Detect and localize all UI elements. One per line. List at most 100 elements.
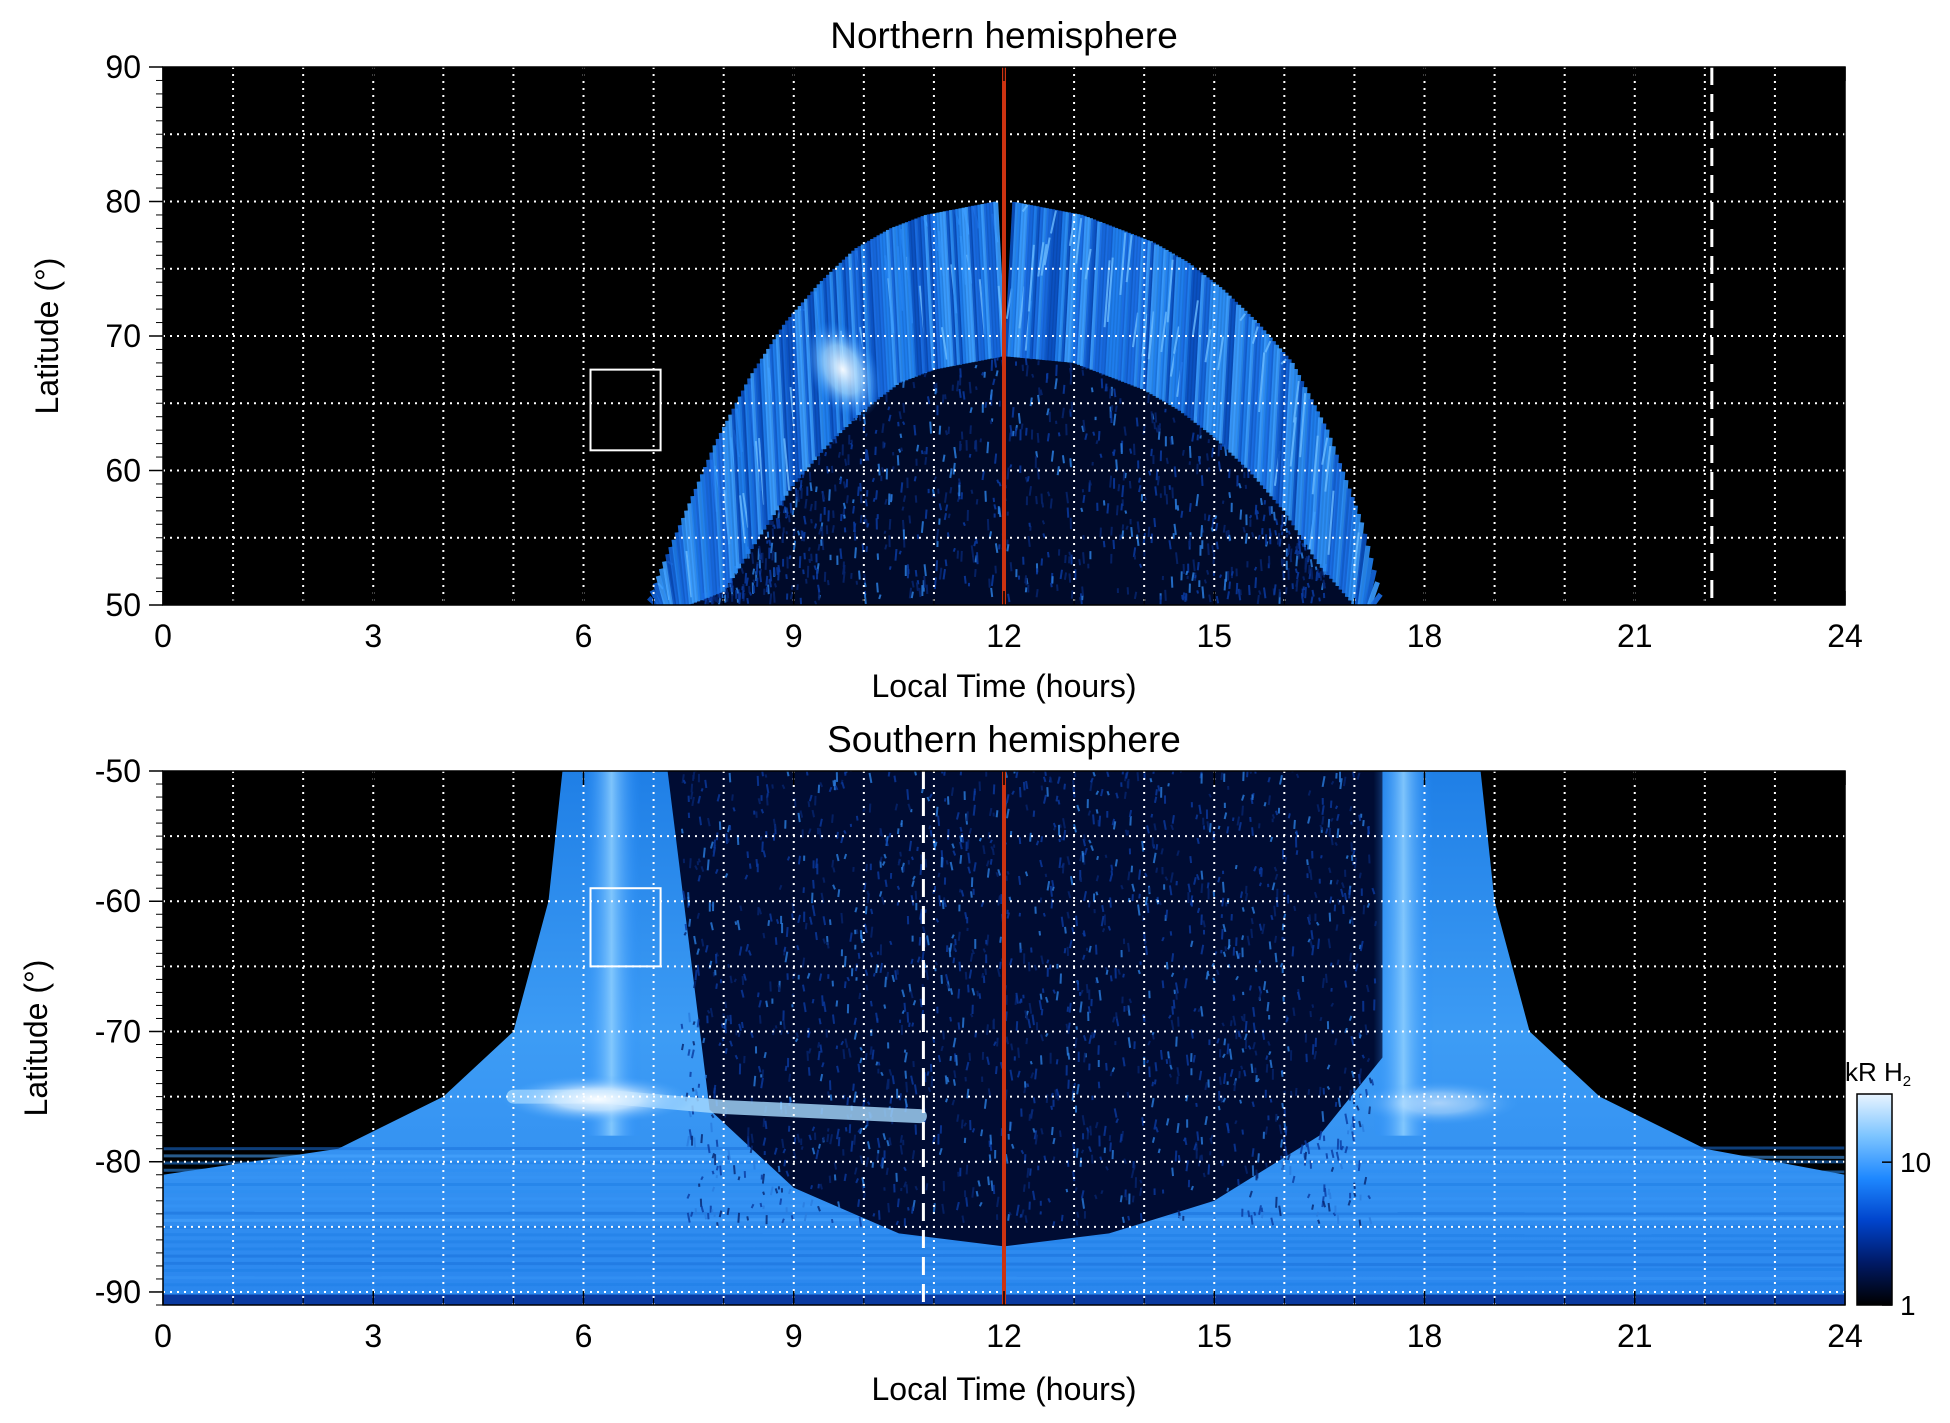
south-speckle bbox=[1146, 902, 1150, 914]
north-speckle bbox=[1285, 533, 1289, 538]
south-speckle bbox=[694, 865, 699, 871]
south-speckle bbox=[1151, 1034, 1155, 1040]
south-speckle bbox=[1200, 870, 1204, 880]
south-speckle bbox=[1105, 1165, 1109, 1171]
south-speckle bbox=[911, 1022, 915, 1027]
south-speckle bbox=[1157, 1148, 1161, 1154]
south-speckle bbox=[852, 1083, 855, 1091]
north-oval-streak bbox=[1076, 216, 1090, 366]
south-speckle bbox=[985, 1024, 989, 1035]
north-speckle bbox=[925, 584, 929, 594]
south-speckle bbox=[1248, 985, 1252, 991]
north-oval-streak bbox=[977, 204, 991, 360]
north-oval-streak bbox=[709, 452, 723, 594]
south-speckle bbox=[887, 771, 891, 777]
north-speckle bbox=[1258, 590, 1262, 595]
south-speckle bbox=[855, 815, 859, 821]
south-speckle bbox=[1351, 1070, 1355, 1078]
south-speckle bbox=[967, 866, 972, 874]
north-oval-streak bbox=[1202, 282, 1216, 431]
south-speckle bbox=[743, 973, 747, 981]
south-speckle bbox=[932, 1203, 936, 1214]
north-speckle bbox=[998, 481, 1002, 487]
south-xtick-label: 21 bbox=[1617, 1318, 1653, 1354]
north-speckle bbox=[994, 543, 999, 554]
north-speckle bbox=[974, 568, 977, 578]
south-speckle bbox=[783, 1159, 787, 1167]
north-oval-streak bbox=[721, 426, 735, 579]
south-speckle bbox=[733, 978, 737, 983]
north-speckle bbox=[1150, 411, 1154, 424]
south-speckle bbox=[1238, 1070, 1241, 1079]
north-speckle bbox=[787, 514, 791, 523]
south-speckle bbox=[1234, 1120, 1238, 1125]
south-speckle bbox=[811, 998, 815, 1004]
south-speckle bbox=[826, 941, 830, 949]
north-speckle bbox=[839, 548, 843, 560]
south-speckle bbox=[1030, 1108, 1034, 1119]
south-speckle bbox=[1165, 1058, 1169, 1065]
south-speckle bbox=[1269, 1098, 1273, 1103]
north-speckle bbox=[872, 497, 876, 503]
south-speckle bbox=[1283, 892, 1286, 896]
north-speckle bbox=[1188, 502, 1192, 512]
south-speckle bbox=[971, 1187, 975, 1198]
south-speckle bbox=[1265, 989, 1269, 994]
north-oval-streak bbox=[1016, 204, 1030, 358]
south-speckle bbox=[850, 1140, 854, 1152]
south-speckle bbox=[1226, 826, 1230, 834]
south-speckle bbox=[995, 810, 999, 818]
south-speckle bbox=[1273, 905, 1277, 917]
south-speckle bbox=[949, 861, 954, 871]
south-speckle bbox=[899, 1144, 904, 1155]
north-speckle bbox=[910, 591, 914, 599]
south-speckle bbox=[843, 981, 847, 989]
south-speckle bbox=[1009, 958, 1013, 966]
south-speckle bbox=[1197, 1008, 1201, 1013]
north-speckle bbox=[1153, 517, 1157, 528]
south-speckle bbox=[1322, 1200, 1327, 1208]
south-speckle bbox=[1028, 1002, 1033, 1014]
north-speckle bbox=[1172, 417, 1176, 423]
south-speckle bbox=[941, 899, 945, 910]
north-oval-streak bbox=[1124, 234, 1138, 384]
south-speckle bbox=[819, 781, 824, 788]
north-speckle bbox=[1150, 448, 1153, 457]
south-speckle bbox=[1095, 977, 1099, 984]
south-speckle bbox=[1082, 954, 1086, 960]
south-speckle bbox=[1185, 1160, 1189, 1172]
south-speckle bbox=[1252, 1022, 1257, 1033]
south-speckle bbox=[1329, 962, 1333, 967]
south-speckle bbox=[973, 862, 977, 872]
south-speckle bbox=[1309, 940, 1314, 949]
south-speckle bbox=[1280, 1139, 1284, 1148]
south-speckle bbox=[806, 1050, 809, 1061]
south-speckle bbox=[880, 1157, 884, 1167]
south-speckle bbox=[1039, 859, 1043, 868]
south-speckle bbox=[934, 961, 938, 966]
south-speckle bbox=[1137, 969, 1141, 975]
south-speckle bbox=[854, 963, 858, 972]
north-speckle bbox=[1201, 586, 1205, 599]
north-speckle bbox=[916, 444, 920, 452]
south-speckle bbox=[957, 931, 961, 941]
south-speckle bbox=[853, 1091, 857, 1103]
south-speckle bbox=[1247, 1210, 1251, 1218]
south-speckle bbox=[724, 873, 729, 878]
north-oval-streak bbox=[1108, 228, 1122, 378]
south-speckle bbox=[952, 957, 956, 964]
south-speckle bbox=[1306, 859, 1309, 866]
south-speckle bbox=[761, 841, 764, 853]
south-speckle bbox=[1307, 816, 1311, 824]
south-speckle bbox=[959, 771, 963, 776]
south-speckle bbox=[729, 975, 733, 984]
south-speckle bbox=[884, 976, 888, 988]
south-speckle bbox=[1241, 935, 1245, 941]
north-speckle bbox=[1318, 597, 1321, 602]
north-speckle bbox=[1035, 451, 1039, 458]
north-oval-highlight bbox=[1103, 260, 1111, 328]
south-speckle bbox=[997, 869, 1002, 876]
south-speckle bbox=[853, 1134, 857, 1145]
south-speckle bbox=[869, 952, 874, 958]
